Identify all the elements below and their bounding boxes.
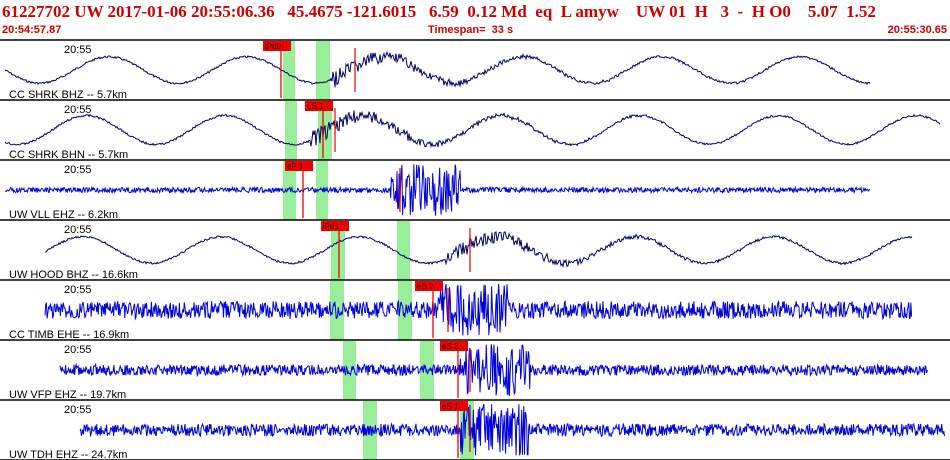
pick-flag[interactable] <box>285 161 313 171</box>
pick-window <box>283 161 296 220</box>
waveform-trace <box>59 344 928 396</box>
channel-row[interactable]: eS 1 20:55 CC SHRK BHN -- 5.7km <box>0 101 950 161</box>
waveform-trace <box>44 230 913 269</box>
row-time-label: 20:55 <box>64 164 92 176</box>
pick-window <box>283 41 295 100</box>
event-summary: 61227702 UW 2017-01-06 20:55:06.36 45.46… <box>2 2 876 21</box>
waveform-trace <box>4 50 871 88</box>
pick-label: eP 1 <box>287 162 304 171</box>
channel-label: CC SHRK BHZ -- 5.7km <box>9 89 127 101</box>
channel-row[interactable]: eS 2 20:55 CC TIMB EHE -- 16.9km <box>0 281 950 341</box>
pick-window <box>331 221 345 280</box>
waveform-trace <box>79 403 945 456</box>
channel-label: UW TDH EHZ -- 24.7km <box>9 449 127 460</box>
channel-label: UW HOOD BHZ -- 16.6km <box>9 269 138 281</box>
pick-flag[interactable] <box>440 401 468 411</box>
row-time-label: 20:55 <box>64 224 92 236</box>
row-time-label: 20:55 <box>64 284 92 296</box>
waveform-trace <box>4 164 870 216</box>
pick-label: iPd1 <box>323 222 340 231</box>
pick-window <box>316 41 330 100</box>
pick-window <box>397 221 410 280</box>
channel-label: CC SHRK BHN -- 5.7km <box>9 149 128 161</box>
pick-flag[interactable] <box>305 101 333 111</box>
pick-flag[interactable] <box>321 221 349 231</box>
header-bar: 61227702 UW 2017-01-06 20:55:06.36 45.46… <box>0 0 950 40</box>
pick-flag[interactable] <box>263 41 291 51</box>
channel-row[interactable]: iPd0 20:55 CC SHRK BHZ -- 5.7km <box>0 41 950 101</box>
start-time: 20:54:57.87 <box>2 24 62 36</box>
row-time-label: 20:55 <box>64 404 92 416</box>
pick-label: iPd0 <box>265 42 282 51</box>
channel-label: UW VLL EHZ -- 6.2km <box>9 209 118 221</box>
pick-label: eS 2 <box>417 282 434 291</box>
row-time-label: 20:55 <box>64 44 92 56</box>
channel-row[interactable]: eS 2 20:55 UW VFP EHZ -- 19.7km <box>0 341 950 401</box>
pick-window <box>398 281 412 340</box>
row-time-label: 20:55 <box>64 104 92 116</box>
waveform-trace <box>44 283 913 336</box>
channel-label: UW VFP EHZ -- 19.7km <box>9 389 126 401</box>
timespan-label: Timespan= 33 s <box>428 24 514 36</box>
pick-window <box>330 281 344 340</box>
pick-flag[interactable] <box>415 281 443 291</box>
pick-label: eS 1 <box>442 402 459 411</box>
channel-row[interactable]: eS 1 20:55 UW TDH EHZ -- 24.7km <box>0 401 950 460</box>
waveform-trace <box>4 110 941 149</box>
channel-row[interactable]: eP 1 20:55 UW VLL EHZ -- 6.2km <box>0 161 950 221</box>
pick-label: eS 1 <box>307 102 324 111</box>
pick-window <box>285 101 297 160</box>
pick-label: eS 2 <box>442 342 459 351</box>
pick-window <box>343 341 356 400</box>
end-time: 20:55:30.65 <box>887 24 947 36</box>
pick-flag[interactable] <box>440 341 468 351</box>
row-time-label: 20:55 <box>64 344 92 356</box>
channel-label: CC TIMB EHE -- 16.9km <box>9 329 129 341</box>
channel-row[interactable]: iPd1 20:55 UW HOOD BHZ -- 16.6km <box>0 221 950 281</box>
